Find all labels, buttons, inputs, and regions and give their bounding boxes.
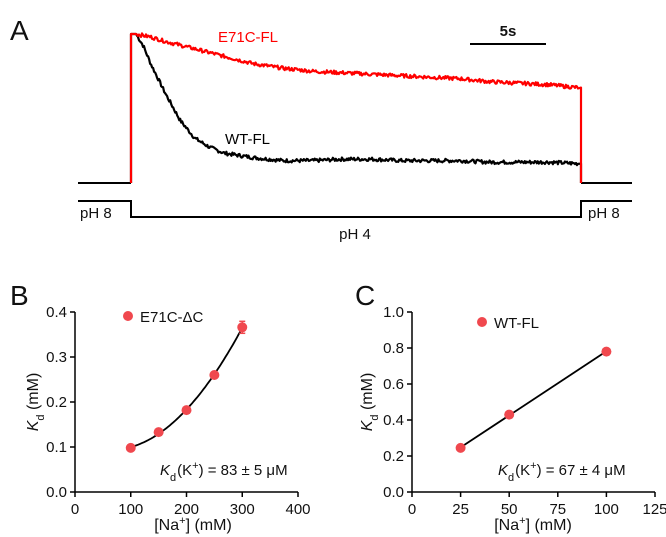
- panel-b-plot: 0.0 0.1 0.2 0.3 0.4 0 100 200 300 400 E71C-ΔC Kd …: [25, 304, 311, 534]
- panel-c-y-tick-label: 0.4: [383, 412, 404, 429]
- panel-c-annotation: Kd(K+) = 67 ± 4 μM: [498, 460, 626, 484]
- panel-c-y-tick-label: 1.0: [383, 304, 404, 321]
- panel-b-data-point: [125, 442, 136, 453]
- panel-b-x-tick-label: 200: [174, 501, 199, 518]
- panel-c-x-tick-label: 75: [549, 501, 566, 518]
- panel-c-plot: 0.0 0.2 0.4 0.6 0.8 1.0 0 25 50 75 100 125 WT-FL Kd…: [359, 304, 666, 534]
- panel-b-x-tick-label: 400: [285, 501, 310, 518]
- panel-b-data-point: [153, 427, 164, 438]
- panel-c-legend-label: WT-FL: [494, 315, 539, 332]
- panel-b-x-tick-label: 100: [118, 501, 143, 518]
- panel-b-y-tick-label: 0.2: [46, 394, 67, 411]
- panel-c-data-point: [504, 409, 515, 420]
- panel-letter-a: A: [10, 15, 29, 46]
- panel-b-legend-marker: [123, 311, 133, 321]
- trace-e71c-fl: [129, 32, 583, 183]
- panel-c-x-tick-label: 0: [408, 501, 416, 518]
- panel-c-x-label: [Na+] (mM): [494, 515, 572, 534]
- panel-b-x-tick-label: 0: [71, 501, 79, 518]
- panel-b-x-tick-label: 300: [230, 501, 255, 518]
- panel-c-y-tick-label: 0.2: [383, 448, 404, 465]
- condition-label-left: pH 8: [80, 205, 112, 222]
- panel-b-data-point: [209, 370, 220, 380]
- condition-step-line: [78, 200, 632, 218]
- panel-b-x-label: [Na+] (mM): [154, 515, 232, 534]
- panel-letter-c: C: [355, 280, 375, 311]
- panel-b-data-point: [181, 405, 192, 416]
- panel-a-trace-plot: 5s pH 8 pH 4 pH 8 E71C-FL WT-FL: [78, 23, 632, 243]
- panel-c-y-tick-label: 0.0: [383, 484, 404, 501]
- panel-c-fit-line: [460, 350, 607, 449]
- panel-b-y-tick-label: 0.0: [46, 484, 67, 501]
- panel-letter-b: B: [10, 280, 29, 311]
- trace-wt-fl: [129, 32, 583, 183]
- panel-b-annotation: Kd(K+) = 83 ± 5 μM: [160, 460, 288, 484]
- panel-b-y-label: Kd (mM): [25, 373, 47, 432]
- condition-label-right: pH 8: [588, 205, 620, 222]
- panel-c-y-label: Kd (mM): [359, 373, 381, 432]
- panel-b-fit-line: [130, 327, 244, 449]
- panel-b-y-tick-label: 0.3: [46, 349, 67, 366]
- panel-c-x-tick-label: 25: [452, 501, 469, 518]
- panel-b-data-point: [237, 322, 248, 333]
- panel-c-data-point: [601, 346, 612, 357]
- panel-b-legend-label: E71C-ΔC: [140, 309, 204, 326]
- panel-b-y-tick-label: 0.4: [46, 304, 67, 321]
- panel-c-x-tick-label: 100: [594, 501, 619, 518]
- series-label-wt-fl: WT-FL: [225, 131, 270, 148]
- panel-c-legend-marker: [477, 317, 487, 327]
- scale-bar-label: 5s: [500, 23, 517, 40]
- panel-c-data-point: [455, 442, 466, 453]
- panel-b-y-tick-label: 0.1: [46, 439, 67, 456]
- condition-label-middle: pH 4: [339, 226, 371, 243]
- panel-c-x-tick-label: 50: [501, 501, 518, 518]
- panel-c-y-tick-label: 0.6: [383, 376, 404, 393]
- panel-c-y-tick-label: 0.8: [383, 340, 404, 357]
- panel-c-x-tick-label: 125: [642, 501, 666, 518]
- series-label-e71c-fl: E71C-FL: [218, 29, 278, 46]
